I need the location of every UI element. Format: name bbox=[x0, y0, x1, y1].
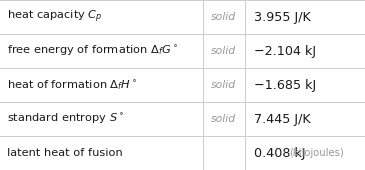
Text: standard entropy $S^\circ$: standard entropy $S^\circ$ bbox=[7, 112, 124, 126]
Text: solid: solid bbox=[211, 80, 236, 90]
Text: 7.445 J/K: 7.445 J/K bbox=[254, 113, 310, 125]
Text: heat of formation $\Delta_f H^\circ$: heat of formation $\Delta_f H^\circ$ bbox=[7, 78, 137, 92]
Text: solid: solid bbox=[211, 114, 236, 124]
Text: solid: solid bbox=[211, 46, 236, 56]
Text: 3.955 J/K: 3.955 J/K bbox=[254, 11, 310, 23]
Text: free energy of formation $\Delta_f G^\circ$: free energy of formation $\Delta_f G^\ci… bbox=[7, 44, 178, 58]
Text: solid: solid bbox=[211, 12, 236, 22]
Text: heat capacity $C_p$: heat capacity $C_p$ bbox=[7, 9, 102, 25]
Text: (kilojoules): (kilojoules) bbox=[289, 148, 343, 158]
Text: 0.408 kJ: 0.408 kJ bbox=[254, 147, 305, 159]
Text: latent heat of fusion: latent heat of fusion bbox=[7, 148, 122, 158]
Text: −2.104 kJ: −2.104 kJ bbox=[254, 45, 316, 57]
Text: −1.685 kJ: −1.685 kJ bbox=[254, 79, 316, 91]
